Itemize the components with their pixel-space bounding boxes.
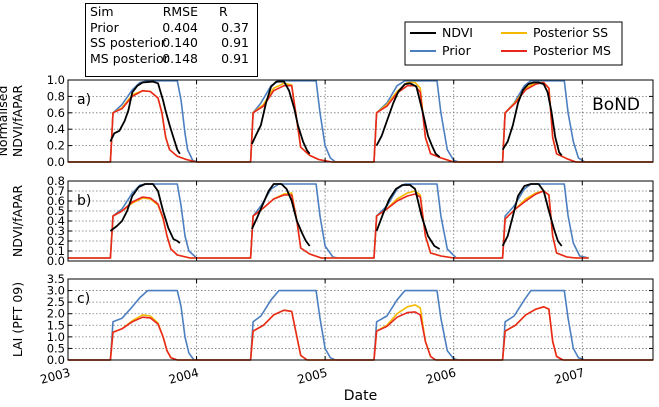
y-axis-label: NDVI/fAPAR: [10, 85, 25, 157]
series-line-posterior-ms: [68, 306, 653, 361]
stats-header-row: Sim RMSE R: [86, 4, 257, 20]
series-line-ndvi: [251, 80, 311, 155]
y-tick-label: 0.1: [47, 244, 65, 258]
x-tick-label: 2003: [39, 365, 72, 386]
x-axis-label: Date: [344, 388, 377, 404]
stats-rmse-value: 0.140: [162, 35, 198, 50]
stats-r-value: 0.91: [221, 50, 249, 66]
stats-rmse-value: 0.148: [162, 50, 198, 66]
y-tick-label: 3.0: [47, 284, 65, 298]
panel-label: b): [77, 193, 91, 209]
series-line-ndvi: [375, 82, 441, 158]
y-tick-label: 1.0: [47, 73, 65, 87]
stats-r-value: 0.37: [221, 19, 249, 35]
y-tick-label: 0.2: [47, 234, 65, 248]
legend: NDVI Prior Posterior SS Posterior MS: [404, 21, 623, 66]
series-line-ndvi: [109, 80, 181, 155]
panel-label: c): [77, 291, 90, 307]
plot-frame: [67, 79, 654, 163]
y-tick-label: 0.4: [47, 214, 65, 228]
legend-box: [404, 21, 623, 66]
panel-1: 0.0 0.2 0.4 0.6 0.8 1.0 a) Normalised NDVI/fAPAR: [0, 73, 654, 169]
y-tick-label: 0.4: [47, 122, 65, 136]
stats-sim-name: MS posterior: [90, 50, 169, 66]
series-line-posterior-ss: [68, 304, 653, 361]
y-axis-label: LAI (PFT 09): [10, 282, 25, 357]
y-tick-label: 0.5: [47, 204, 65, 218]
y-axis-label: Normalised: [0, 86, 10, 157]
series-line-posterior-ms: [68, 190, 589, 259]
panel-label: a): [77, 92, 91, 108]
legend-label: Posterior SS: [533, 25, 608, 40]
stats-row-prior: Prior 0.404 0.37: [86, 20, 257, 36]
y-tick-label: 2.5: [47, 295, 65, 309]
x-tick-label: 2004: [167, 365, 200, 386]
stats-header-rmse: RMSE: [162, 4, 198, 19]
y-tick-label: 0.5: [47, 341, 65, 355]
stats-row-ss-posterior: SS posterior 0.140 0.91: [86, 35, 257, 51]
stats-table: Sim RMSE R Prior 0.404 0.37 SS posterior…: [85, 3, 258, 77]
plot-frame: [67, 278, 654, 361]
series-line-ndvi: [109, 183, 181, 244]
stats-header-r: R: [219, 4, 228, 19]
stats-r-value: 0.91: [221, 35, 249, 50]
series-line-ndvi: [501, 183, 563, 247]
x-tick-label: 2006: [424, 365, 457, 386]
y-tick-label: 0.8: [47, 89, 65, 103]
y-tick-label: 3.5: [47, 272, 65, 286]
y-tick-label: 0.2: [47, 139, 65, 153]
y-axis-label: NDVI/fAPAR: [10, 185, 25, 257]
legend-label: NDVI: [442, 25, 473, 40]
y-tick-label: 0.7: [47, 184, 65, 198]
x-tick-label: 2007: [553, 365, 586, 386]
series-line-prior: [68, 80, 653, 163]
y-tick-label: 0.0: [47, 155, 65, 169]
y-tick-label: 0.6: [47, 194, 65, 208]
x-tick-label: 2005: [296, 365, 329, 386]
y-tick-label: 0.3: [47, 224, 65, 238]
series-line-ndvi: [251, 183, 311, 247]
stats-sim-name: SS posterior: [90, 35, 166, 50]
legend-label: Posterior MS: [533, 43, 611, 58]
series-line-ndvi: [375, 184, 441, 250]
panel-2: 0.00.10.20.30.40.50.60.70.8 b) NDVI/fAPAR: [10, 174, 654, 268]
panel-3: 0.00.51.01.52.02.53.03.5 c) LAI (PFT 09): [10, 272, 654, 367]
y-tick-label: 0.0: [47, 353, 65, 367]
y-tick-label: 0.0: [47, 254, 65, 268]
stats-rmse-value: 0.404: [162, 19, 198, 35]
stats-header-sim: Sim: [90, 4, 114, 19]
y-tick-label: 0.8: [47, 174, 65, 188]
y-tick-label: 1.5: [47, 318, 65, 332]
y-tick-label: 0.6: [47, 106, 65, 120]
y-tick-label: 1.0: [47, 330, 65, 344]
legend-label: Prior: [442, 43, 472, 58]
stats-sim-name: Prior: [90, 19, 119, 35]
site-label: BoND: [592, 95, 640, 115]
y-tick-label: 2.0: [47, 307, 65, 321]
stats-row-ms-posterior: MS posterior 0.148 0.91: [86, 51, 257, 67]
series-line-ndvi: [501, 81, 563, 156]
